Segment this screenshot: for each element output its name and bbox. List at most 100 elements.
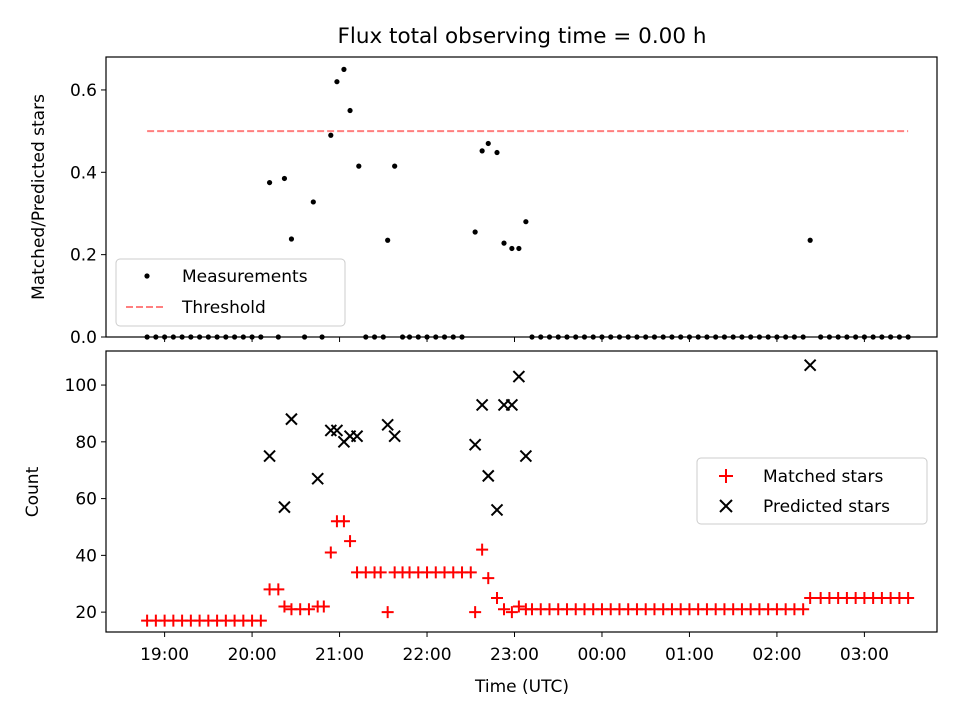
x-tick-label: 00:00 [577,645,626,665]
matched-stars-point [797,603,810,616]
predicted-stars-point [468,438,482,451]
matched-stars-point [337,515,350,528]
matched-stars-point [505,606,518,619]
matched-stars-point [498,603,511,616]
ratio-legend: Measurements Threshold [115,258,346,327]
count-plot-frame [105,350,938,633]
measurements-point [266,179,273,186]
matched-stars-point [469,606,482,619]
count-y-tick-label: 60 [75,490,97,510]
ratio-y-axis-label: Matched/Predicted stars [29,94,49,300]
count-y-axis: 20 40 60 80 100 [65,376,865,637]
ratio-y-tick-label: 0.4 [70,163,97,183]
x-tick-label: 22:00 [403,645,452,665]
matched-stars-point [482,572,495,585]
x-tick-label: 01:00 [665,645,714,665]
x-tick-label: 20:00 [228,645,277,665]
matched-stars-point [302,603,315,616]
matched-legend-marker [719,469,733,483]
ratio-panel: 0.0 0.2 0.4 0.6 Matched/Predicted stars Mea… [29,56,938,348]
matched-stars-point [272,583,285,596]
x-tick-label: 02:00 [752,645,801,665]
measurements-legend-label: Measurements [182,267,308,287]
measurements-point [516,245,522,252]
ratio-legend-box [115,258,346,327]
ratio-y-tick-label: 0.2 [70,246,97,266]
measurements-point [347,107,353,114]
count-legend-box [696,457,928,525]
count-y-tick-label: 100 [65,376,97,396]
ratio-y-tick-label: 0.0 [70,328,97,348]
matched-stars-point [902,591,915,604]
measurements-point [523,219,529,225]
predicted-stars-point [263,449,276,463]
predicted-stars-point [475,398,489,412]
x-axis-label: Time (UTC) [474,677,569,697]
measurements-point [288,236,295,242]
count-y-tick-label: 80 [75,433,97,453]
measurements-point [501,240,507,246]
time-x-axis: 19:00 20:00 21:00 22:00 23:00 00:00 01:00 02:00… [140,645,889,665]
predicted-stars-point [505,398,519,412]
count-y-tick-label: 20 [75,603,97,623]
matched-stars-point [374,566,387,579]
measurements-point [494,149,500,156]
measurements-point [807,237,813,243]
x-tick-label: 21:00 [315,645,364,665]
predicted-legend-marker [719,499,733,513]
x-tick-label: 03:00 [840,645,889,665]
measurements-point [485,140,491,147]
measurements-point [385,237,391,243]
matched-stars-point [381,606,394,619]
x-tick-label: 23:00 [490,645,539,665]
matched-stars-point [491,591,504,604]
predicted-stars-point [350,429,364,443]
measurements-legend-marker [144,273,150,279]
ratio-plot-frame [105,56,938,338]
matched-stars-point [317,600,330,613]
count-y-tick-label: 40 [75,546,97,566]
measurements-point [509,245,515,252]
predicted-legend-label: Predicted stars [763,497,890,517]
x-tick-label: 19:00 [140,645,189,665]
matched-stars-point [464,566,477,579]
ratio-y-tick-label: 0.6 [70,81,97,101]
ratio-y-axis: 0.0 0.2 0.4 0.6 [70,81,865,348]
predicted-stars-point [381,418,394,432]
predicted-stars-point [803,358,817,372]
matched-stars-point [476,543,489,556]
matched-stars-point [278,600,291,613]
matched-stars-point [512,600,525,613]
count-legend: Matched stars Predicted stars [696,457,928,525]
predicted-stars-point [490,503,504,517]
predicted-stars-point [330,424,344,437]
measurements-point [334,79,340,85]
measurements-point [281,175,288,182]
count-panel: 20 40 60 80 100 Count Matched stars Predicte… [23,350,938,665]
matched-stars-point [254,614,267,627]
count-plot-area [141,358,915,627]
predicted-stars-point [324,424,338,437]
chart-title: Flux total observing time = 0.00 h [338,24,707,49]
predicted-stars-point [285,412,298,426]
predicted-stars-point [278,500,291,514]
threshold-legend-label: Threshold [181,298,266,318]
measurements-point [328,132,334,138]
measurements-point [341,66,347,72]
count-y-axis-label: Count [23,466,43,517]
matched-stars-point [804,591,817,604]
measurements-point [310,199,316,205]
predicted-stars-point [512,370,526,383]
measurements-point [479,148,485,154]
measurements-point [472,229,478,235]
measurements-point [392,163,398,169]
predicted-stars-point [311,472,324,485]
matched-stars-point [344,535,357,548]
measurements-point [356,163,362,169]
predicted-stars-point [482,469,495,483]
predicted-stars-point [519,449,533,463]
predicted-stars-point [388,429,401,443]
matched-legend-label: Matched stars [763,467,883,487]
matched-stars-point [324,546,337,559]
